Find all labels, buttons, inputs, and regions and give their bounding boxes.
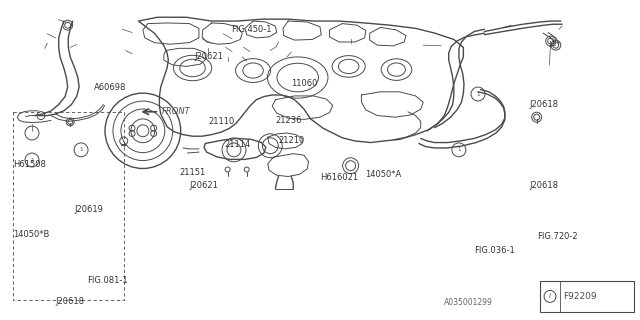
Text: 1: 1 [457,147,461,152]
Bar [540,281,634,312]
Text: 1: 1 [79,147,83,152]
Text: J20618: J20618 [529,100,558,109]
Text: A60698: A60698 [94,83,126,92]
Text: J20621: J20621 [195,52,223,61]
Text: A035001299: A035001299 [444,298,493,307]
Text: J20619: J20619 [75,205,104,214]
Text: FRONT: FRONT [162,107,191,116]
Bar [13,112,124,300]
Text: J20618: J20618 [529,181,558,190]
Text: FIG.081-1: FIG.081-1 [88,276,128,285]
Text: 21151: 21151 [180,168,206,177]
Text: 14050*B: 14050*B [13,230,49,239]
Text: i: i [549,293,551,300]
Text: 1: 1 [30,157,34,163]
Text: FIG.450-1: FIG.450-1 [231,25,271,35]
Text: 11060: 11060 [291,79,317,88]
Text: J20621: J20621 [189,181,218,190]
Text: 21210: 21210 [278,136,305,146]
Text: FIG.720-2: FIG.720-2 [537,232,577,241]
Text: J20618: J20618 [56,297,84,306]
Text: F92209: F92209 [563,292,597,301]
Text: FIG.036-1: FIG.036-1 [474,246,515,255]
Text: 21114: 21114 [225,140,251,148]
Text: H616021: H616021 [320,173,358,182]
Text: 14050*A: 14050*A [365,170,401,179]
Text: 21110: 21110 [209,117,235,126]
Text: 1: 1 [476,92,480,97]
Text: 21236: 21236 [275,116,302,125]
Text: H61508: H61508 [13,160,45,169]
